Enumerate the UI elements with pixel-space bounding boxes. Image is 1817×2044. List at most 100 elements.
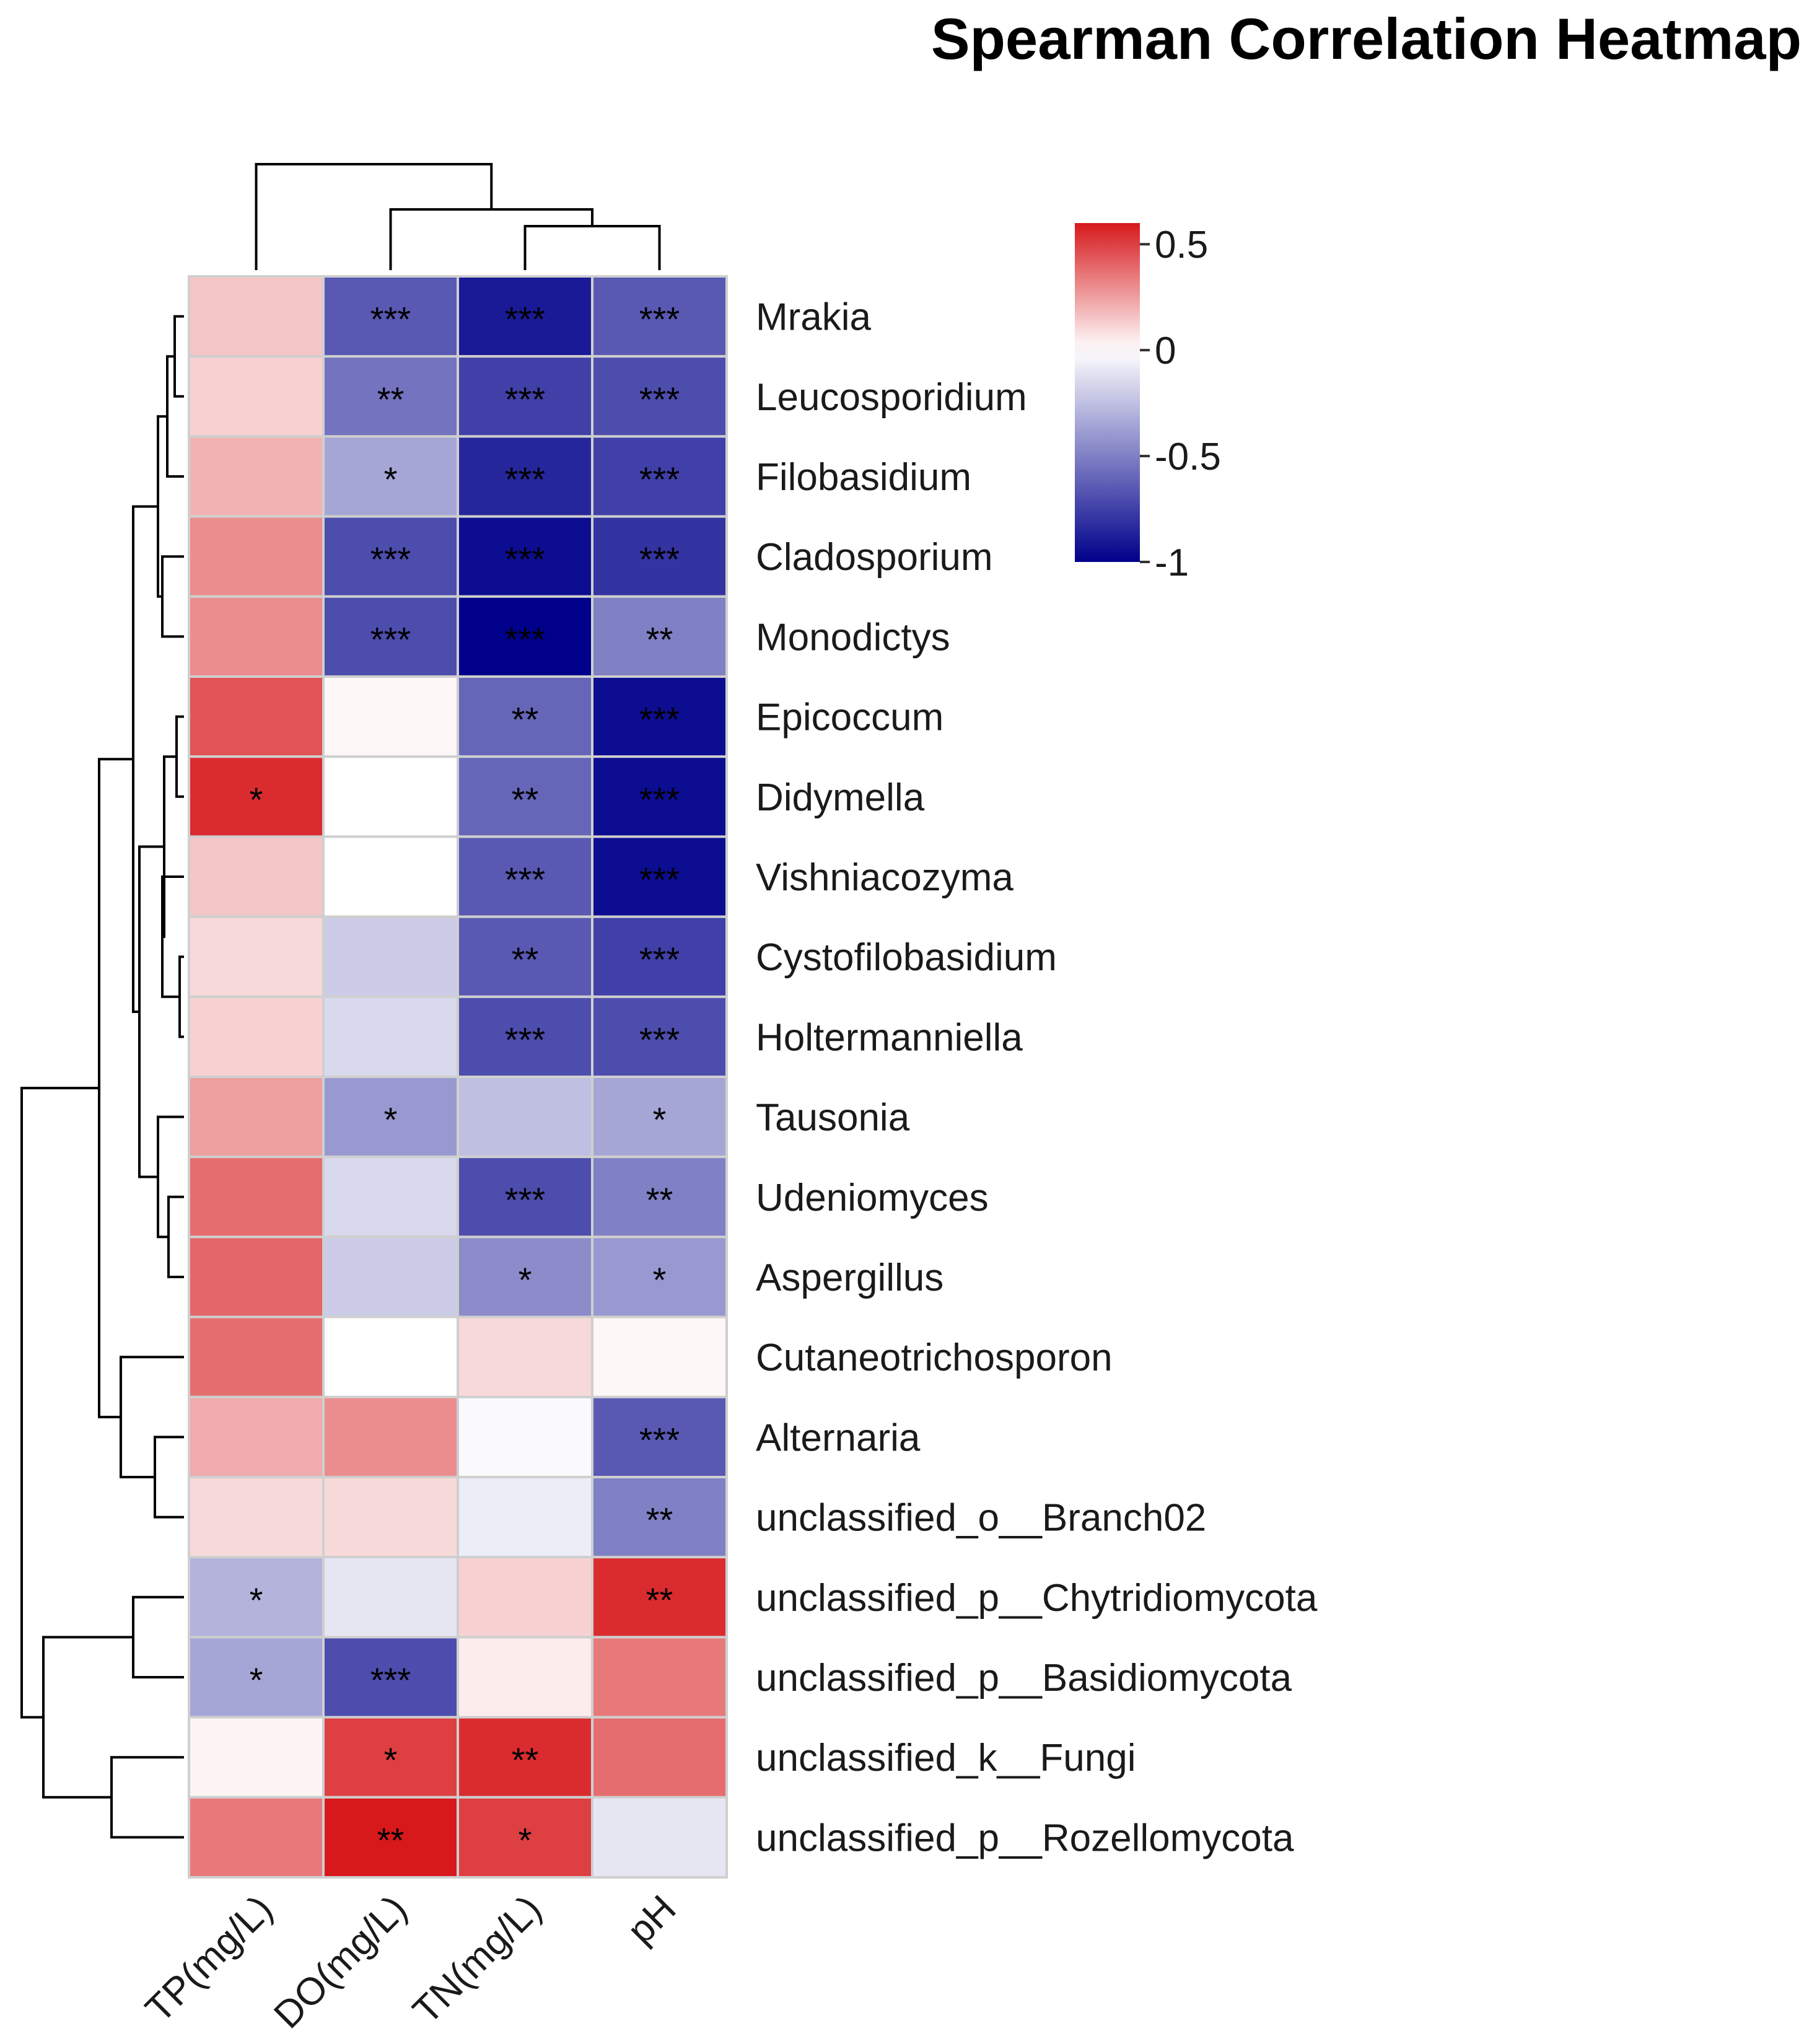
dendrogram-branch [173, 315, 184, 398]
dendrogram-branch [132, 505, 158, 1014]
row-label: Monodictys [756, 616, 950, 659]
heatmap-cell [591, 435, 728, 518]
heatmap-cell [591, 915, 728, 998]
significance-mark: ** [377, 1820, 405, 1859]
heatmap-cell [188, 515, 325, 598]
significance-marks: *** *** ***** *** **** *** ****** *** ****** *** *… [250, 300, 680, 1860]
heatmap-cell [591, 1156, 728, 1239]
significance-mark: * [384, 1100, 398, 1139]
heatmap-cell [322, 915, 459, 998]
heatmap-cell [591, 995, 728, 1079]
dendrogram-branch [161, 555, 184, 638]
significance-mark: ** [512, 940, 539, 979]
significance-mark: *** [639, 700, 680, 739]
heatmap-cell [188, 1076, 325, 1159]
significance-mark: *** [505, 620, 545, 659]
heatmap-cell [591, 515, 728, 598]
heatmap-cell [188, 995, 325, 1079]
chart-title: Spearman Correlation Heatmap [931, 6, 1802, 71]
row-label: Mrakia [756, 296, 872, 339]
heatmap-cell [457, 595, 593, 678]
significance-mark: *** [639, 300, 680, 339]
significance-mark: *** [639, 940, 680, 979]
significance-mark: *** [639, 460, 680, 499]
heatmap-cell [457, 1476, 593, 1559]
heatmap-cell [322, 1716, 459, 1799]
heatmap-cell [322, 1235, 459, 1318]
column-label: pH [620, 1887, 685, 1952]
heatmap-cell [188, 435, 325, 518]
heatmap-cell [322, 1796, 459, 1879]
significance-mark: *** [505, 380, 545, 419]
heatmap-cells [188, 275, 728, 1879]
heatmap-cell [322, 1636, 459, 1719]
row-label: Filobasidium [756, 456, 971, 499]
row-label: unclassified_k__Fungi [756, 1737, 1136, 1779]
significance-mark: *** [370, 1660, 411, 1700]
heatmap-cell [188, 1476, 325, 1559]
significance-mark: ** [512, 1740, 539, 1779]
significance-mark: ** [512, 780, 539, 819]
row-label: Didymella [756, 776, 925, 819]
heatmap-cell [188, 1315, 325, 1398]
column-label: DO(mg/L) [266, 1887, 415, 2037]
heatmap-cell [322, 1156, 459, 1239]
dendrogram-branch [98, 758, 133, 1419]
significance-mark: * [250, 1660, 263, 1700]
heatmap-cell [457, 995, 593, 1079]
significance-mark: *** [505, 1020, 545, 1059]
heatmap-cell [591, 1636, 728, 1719]
significance-mark: *** [505, 300, 545, 339]
heatmap-cell [322, 835, 459, 918]
significance-mark: ** [646, 1581, 673, 1620]
legend-color-bar [1075, 223, 1140, 562]
heatmap-cell [591, 675, 728, 758]
heatmap-cell [188, 755, 325, 838]
significance-mark: * [250, 1581, 263, 1620]
dendrogram-branch [157, 1115, 184, 1239]
heatmap-cell [322, 1395, 459, 1479]
heatmap-cell [457, 835, 593, 918]
significance-mark: *** [505, 460, 545, 499]
heatmap-cell [457, 1556, 593, 1639]
color-legend: 0.5 0 -0.5 -1 [1075, 223, 1221, 584]
heatmap-cell [188, 1395, 325, 1479]
significance-mark: ** [646, 1501, 673, 1540]
heatmap-cell [322, 515, 459, 598]
legend-tick-label: 0 [1155, 330, 1176, 372]
row-label: unclassified_p__Rozellomycota [756, 1817, 1294, 1859]
dendrogram-branch [110, 1756, 184, 1839]
heatmap-cell [188, 1716, 325, 1799]
significance-mark: *** [370, 620, 411, 659]
dendrogram-branch [167, 1195, 184, 1278]
significance-mark: * [519, 1260, 532, 1299]
significance-mark: *** [370, 540, 411, 579]
heatmap-cell [457, 435, 593, 518]
heatmap-cell [322, 675, 459, 758]
heatmap-cell [591, 1716, 728, 1799]
heatmap-cell [457, 1395, 593, 1479]
dendrogram-branch [162, 755, 177, 938]
significance-mark: *** [639, 780, 680, 819]
heatmap-cell [457, 1636, 593, 1719]
significance-mark: *** [505, 540, 545, 579]
heatmap-cell [188, 915, 325, 998]
heatmap-cell [188, 355, 325, 438]
dendrogram-branch [42, 1636, 133, 1799]
heatmap-cell [457, 1156, 593, 1239]
heatmap-cell [591, 1315, 728, 1398]
heatmap-cell [188, 595, 325, 678]
significance-mark: *** [639, 380, 680, 419]
legend-tick-label: -1 [1155, 542, 1189, 584]
heatmap-cell [188, 1796, 325, 1879]
dendrogram-branch [132, 1595, 184, 1678]
row-label: Cutaneotrichosporon [756, 1336, 1113, 1379]
significance-mark: * [519, 1820, 532, 1859]
legend-tick-label: -0.5 [1155, 436, 1221, 478]
heatmap-cell [457, 675, 593, 758]
significance-mark: *** [639, 1420, 680, 1459]
row-label: Epicoccum [756, 696, 944, 739]
heatmap-cell [457, 275, 593, 358]
dendrogram-branch [175, 715, 184, 798]
heatmap-cell [457, 1235, 593, 1318]
